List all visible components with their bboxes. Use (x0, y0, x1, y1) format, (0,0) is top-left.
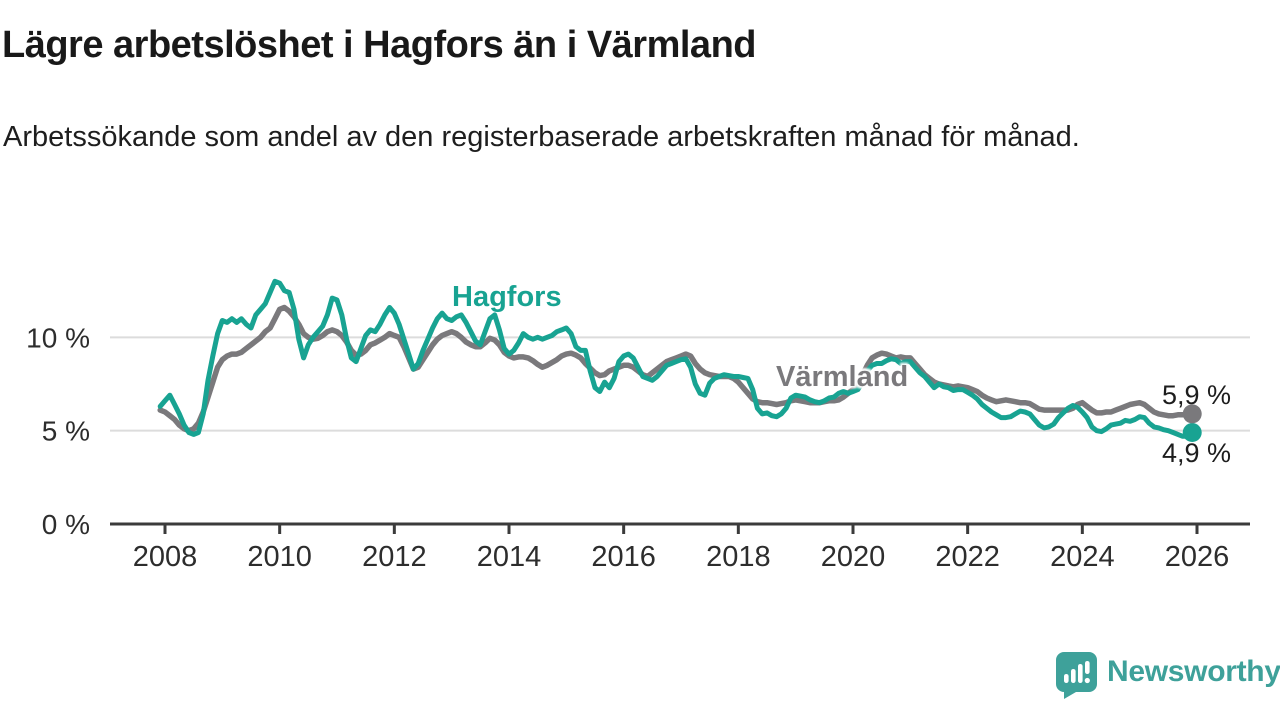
x-tick-label: 2014 (477, 541, 542, 573)
end-value-label-hagfors: 4,9 % (1162, 438, 1232, 468)
x-tick-label: 2016 (591, 541, 656, 573)
chart-subtitle: Arbetssökande som andel av den registerb… (3, 121, 1080, 153)
newsworthy-logo-icon (1056, 652, 1097, 699)
x-tick-label: 2026 (1165, 541, 1230, 573)
hagfors-end-dot (1182, 423, 1202, 443)
y-tick-label: 10 % (26, 322, 90, 353)
x-tick-label: 2010 (247, 541, 312, 573)
y-tick-label: 5 % (42, 416, 90, 447)
x-tick-label: 2022 (935, 541, 1000, 573)
varmland-line (157, 304, 1195, 434)
chart-title: Lägre arbetslöshet i Hagfors än i Värmla… (2, 24, 757, 66)
x-tick-label: 2024 (1050, 541, 1115, 573)
y-tick-label: 0 % (42, 509, 90, 540)
newsworthy-logo-text: Newsworthy (1107, 654, 1280, 688)
series-label-varmland: Värmland (776, 361, 909, 393)
newsworthy-logo[interactable]: Newsworthy (1056, 652, 1280, 699)
hagfors-line (157, 278, 1195, 439)
varmland-end-dot (1182, 404, 1202, 424)
x-tick-label: 2020 (821, 541, 886, 573)
end-value-label-varmland: 5,9 % (1162, 380, 1232, 410)
x-tick-label: 2008 (133, 541, 198, 573)
series-label-hagfors: Hagfors (452, 281, 562, 313)
x-tick-label: 2012 (362, 541, 427, 573)
x-tick-label: 2018 (706, 541, 771, 573)
